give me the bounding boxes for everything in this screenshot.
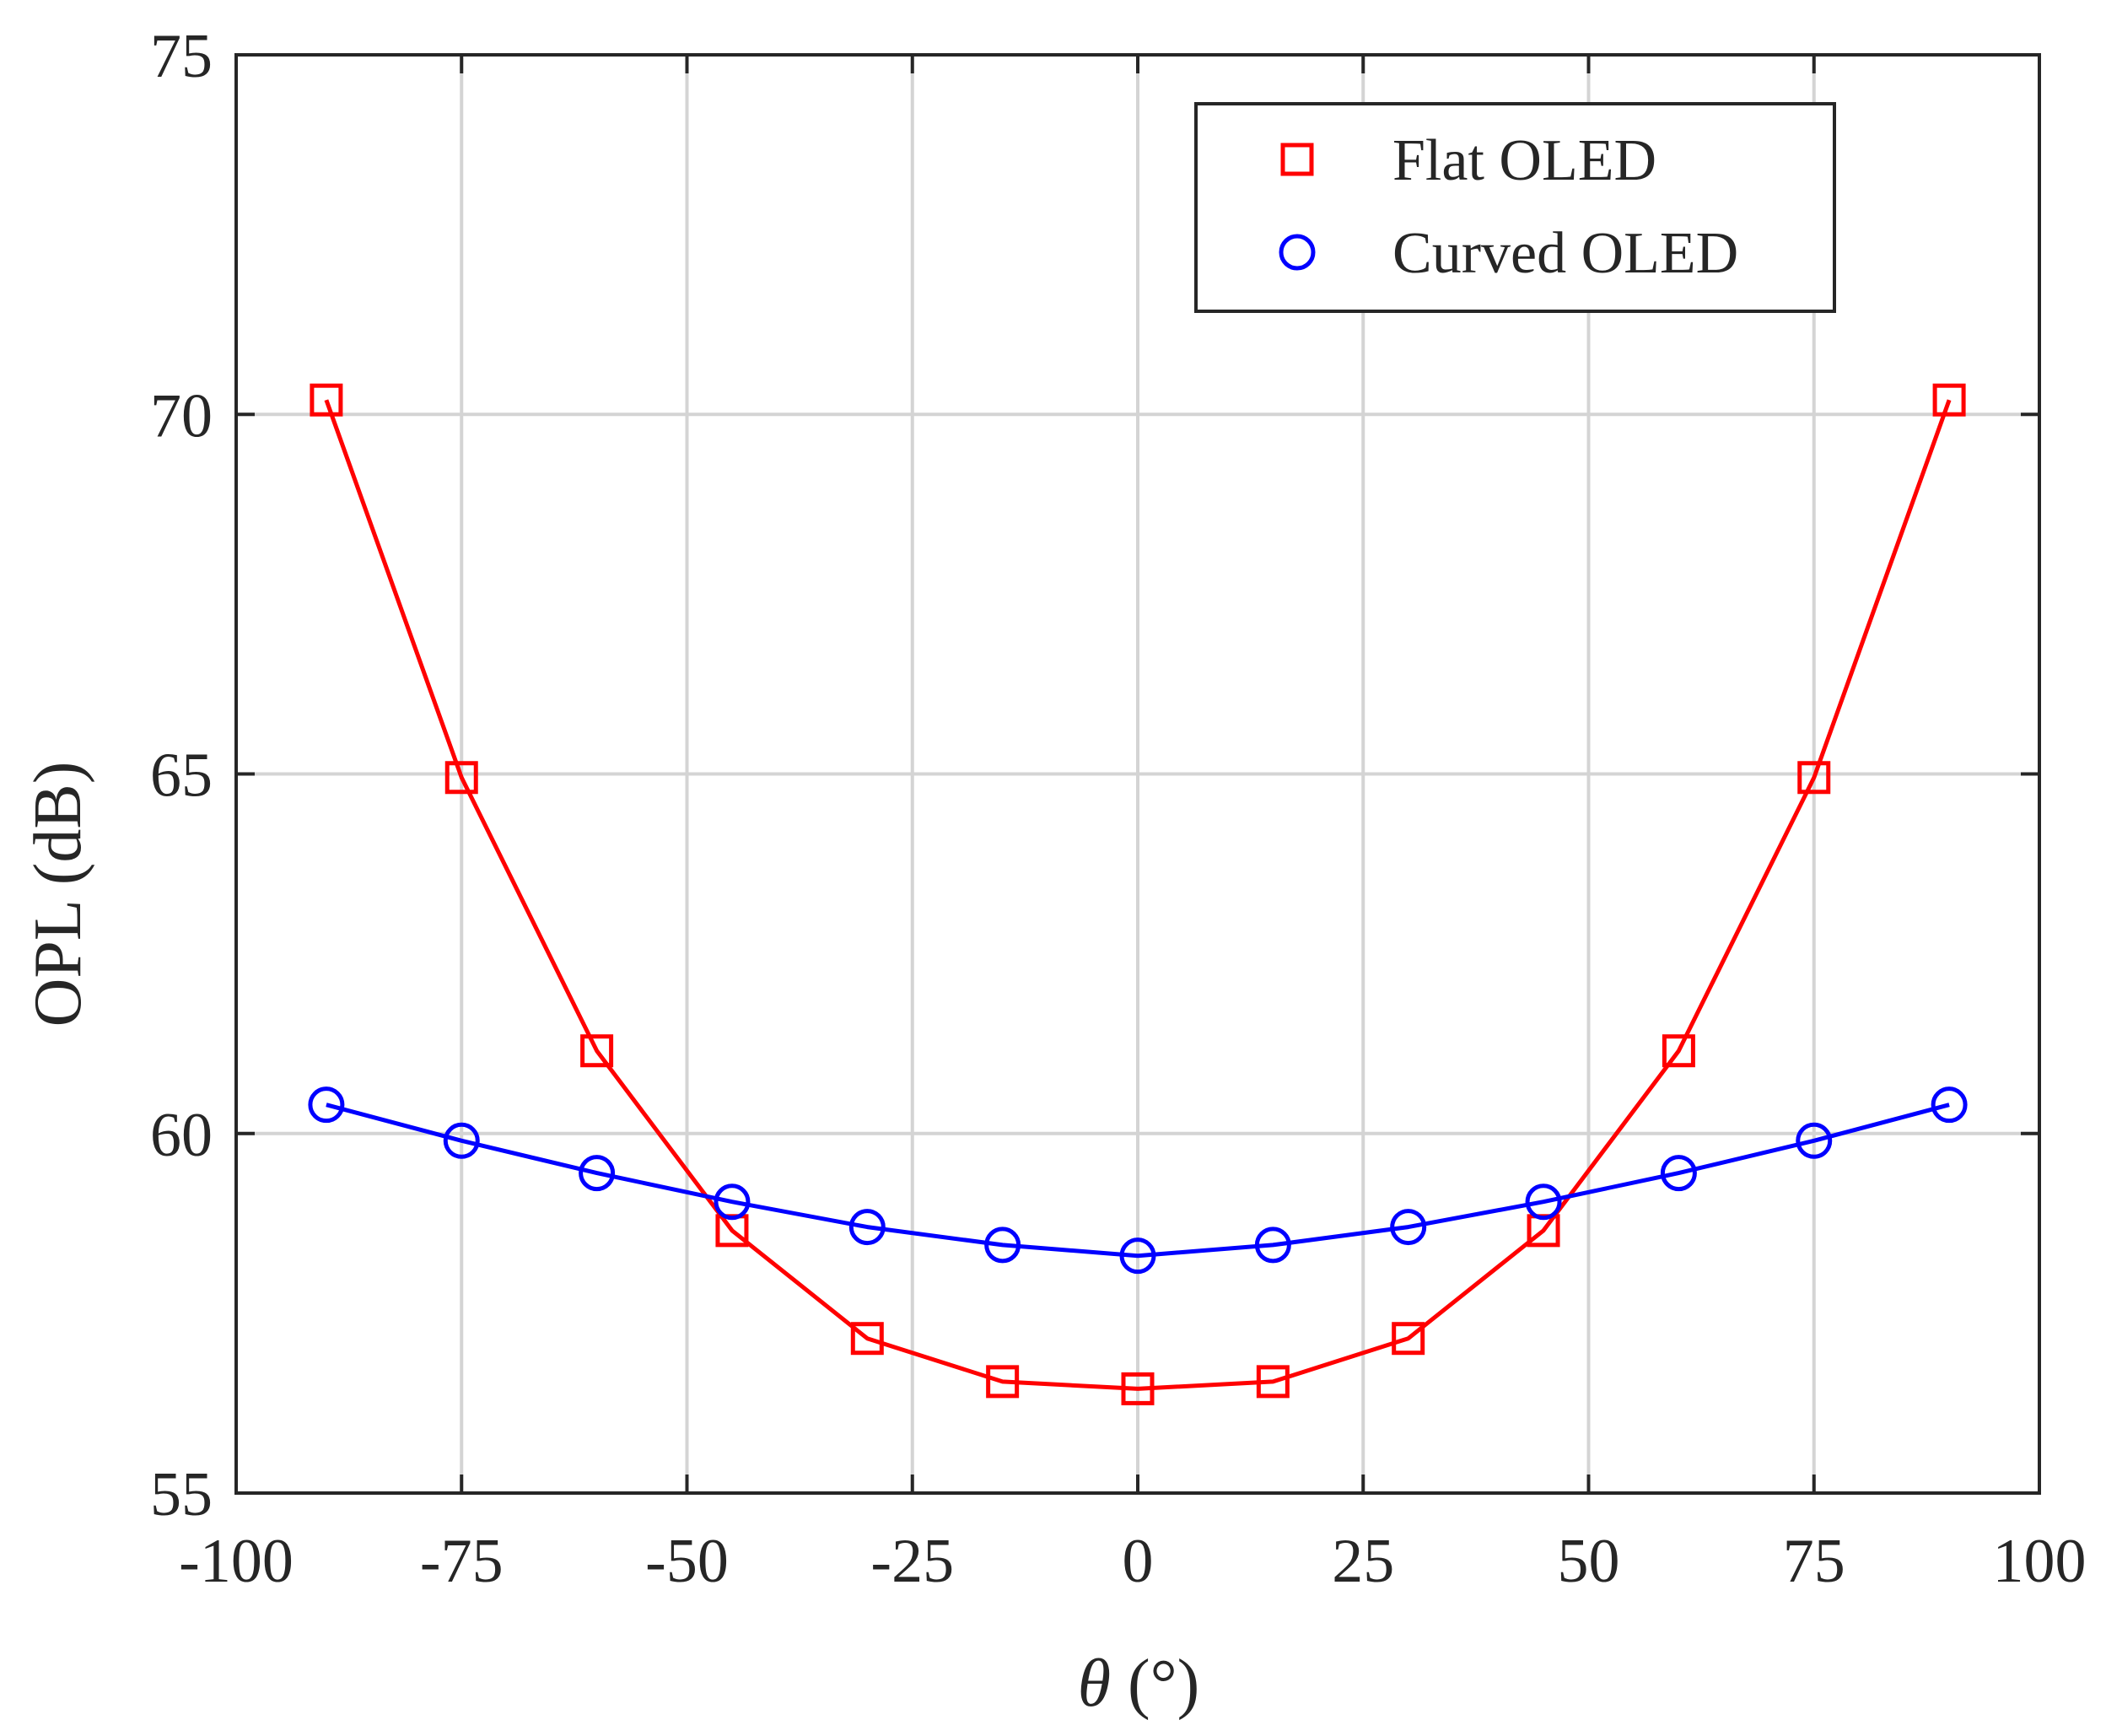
series-line bbox=[326, 1103, 1950, 1259]
data-point bbox=[1796, 1122, 1833, 1159]
data-point bbox=[310, 383, 343, 417]
series-curved-oled bbox=[308, 1086, 1968, 1275]
legend-label: Curved OLED bbox=[1392, 221, 1738, 286]
data-point bbox=[443, 1122, 480, 1159]
data-point bbox=[1392, 1322, 1425, 1356]
data-point bbox=[1932, 383, 1966, 417]
series-flat-oled bbox=[310, 383, 1966, 1405]
data-point bbox=[1797, 761, 1831, 795]
data-point bbox=[1121, 1372, 1155, 1405]
legend-box bbox=[1194, 102, 1836, 313]
data-point bbox=[579, 1155, 616, 1192]
data-point bbox=[850, 1322, 884, 1356]
x-tick-label: 0 bbox=[1123, 1527, 1154, 1596]
ticks: -100 -75 -50 -25 0 25 50 75 100 55 60 65 70 75 bbox=[150, 22, 2087, 1596]
x-tick-label: -25 bbox=[870, 1527, 954, 1596]
data-point bbox=[1662, 1034, 1695, 1068]
y-tick-label: 75 bbox=[150, 22, 213, 91]
x-tick-label: 75 bbox=[1783, 1527, 1845, 1596]
series bbox=[308, 383, 1968, 1405]
x-axis-symbol: θ bbox=[1078, 1647, 1111, 1721]
data-point bbox=[848, 1209, 886, 1246]
x-tick-label: 100 bbox=[1993, 1527, 2087, 1596]
x-axis-label: θ (°) bbox=[1078, 1647, 1200, 1721]
legend-marker bbox=[1279, 234, 1316, 271]
y-tick-label: 70 bbox=[150, 381, 213, 450]
y-tick-label: 60 bbox=[150, 1101, 213, 1170]
data-point bbox=[580, 1034, 614, 1068]
data-point bbox=[1119, 1237, 1156, 1275]
x-tick-label: -50 bbox=[645, 1527, 729, 1596]
y-axis-label: OPL (dB) bbox=[21, 762, 95, 1027]
data-point bbox=[1931, 1086, 1968, 1124]
series-line bbox=[324, 399, 1952, 1391]
y-tick-label: 65 bbox=[150, 741, 213, 811]
data-point bbox=[308, 1086, 345, 1124]
legend-label: Flat OLED bbox=[1392, 128, 1656, 193]
x-tick-label: 25 bbox=[1332, 1527, 1394, 1596]
data-point bbox=[1525, 1183, 1562, 1221]
data-point bbox=[1660, 1155, 1697, 1192]
data-point bbox=[1390, 1209, 1427, 1246]
y-tick-label: 55 bbox=[150, 1460, 213, 1529]
data-point bbox=[444, 761, 478, 795]
legend-marker bbox=[1280, 143, 1314, 176]
data-point bbox=[714, 1183, 751, 1221]
data-point bbox=[986, 1365, 1020, 1399]
data-point bbox=[984, 1227, 1021, 1264]
data-point bbox=[1254, 1227, 1291, 1264]
x-tick-label: 50 bbox=[1558, 1527, 1620, 1596]
x-tick-label: -100 bbox=[179, 1527, 294, 1596]
data-point bbox=[1256, 1365, 1290, 1399]
legend: Flat OLED Curved OLED bbox=[1194, 102, 1836, 313]
x-axis-unit: (°) bbox=[1111, 1647, 1199, 1721]
x-tick-label: -75 bbox=[420, 1527, 504, 1596]
